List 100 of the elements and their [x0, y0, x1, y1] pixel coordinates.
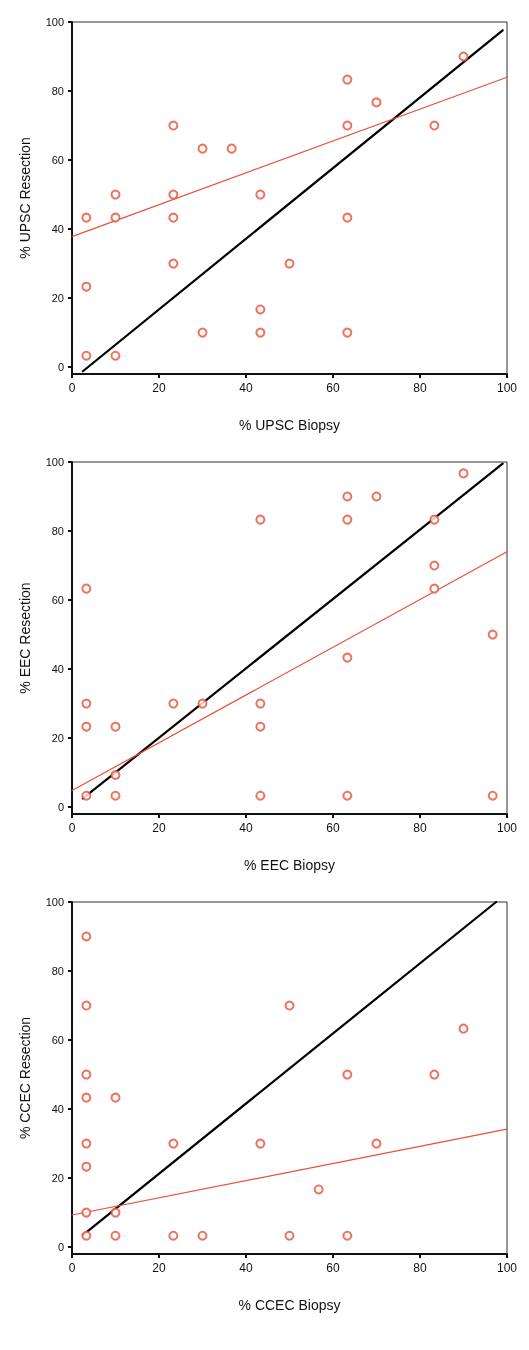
point: [110, 721, 121, 732]
point: [458, 51, 469, 62]
point: [487, 790, 498, 801]
point: [168, 1230, 179, 1241]
point: [110, 790, 121, 801]
point: [342, 1069, 353, 1080]
point: [371, 491, 382, 502]
point: [342, 790, 353, 801]
point: [284, 258, 295, 269]
y-tick-label: 0: [57, 361, 64, 374]
y-tick-label: 0: [57, 801, 64, 814]
point: [81, 1092, 92, 1103]
point: [342, 74, 353, 85]
point: [81, 350, 92, 361]
x-tick-label: 80: [413, 381, 427, 395]
x-tick-label: 40: [239, 381, 253, 395]
point: [110, 189, 121, 200]
x-axis-title: % UPSC Biopsy: [238, 417, 341, 433]
x-tick-label: 60: [326, 821, 340, 835]
y-tick-label: 60: [51, 1034, 64, 1047]
point: [429, 120, 440, 131]
point: [168, 698, 179, 709]
point: [487, 629, 498, 640]
point: [81, 698, 92, 709]
point: [197, 327, 208, 338]
point: [342, 514, 353, 525]
x-tick-label: 20: [152, 821, 166, 835]
point: [255, 189, 266, 200]
point: [255, 1138, 266, 1149]
y-tick-label: 20: [51, 732, 64, 745]
point: [342, 1230, 353, 1241]
point: [168, 120, 179, 131]
point: [197, 1230, 208, 1241]
point: [81, 1207, 92, 1218]
x-tick-label: 40: [239, 1261, 253, 1275]
y-tick-label: 100: [45, 456, 64, 468]
x-tick-label: 20: [152, 1261, 166, 1275]
point: [110, 350, 121, 361]
y-axis-title: % CCEC Resection: [17, 1016, 33, 1140]
y-tick-label: 0: [57, 1241, 64, 1254]
point: [81, 583, 92, 594]
point: [81, 281, 92, 292]
point: [81, 1000, 92, 1011]
point: [371, 1138, 382, 1149]
point: [168, 258, 179, 269]
point: [429, 514, 440, 525]
y-axis-title: % UPSC Resection: [17, 137, 33, 259]
point: [110, 1230, 121, 1241]
x-tick-label: 80: [413, 1261, 427, 1275]
point: [110, 770, 121, 780]
point: [255, 304, 266, 315]
x-tick-label: 0: [68, 821, 76, 835]
point: [284, 1000, 295, 1011]
point: [81, 212, 92, 223]
point: [81, 1230, 92, 1241]
point: [81, 1161, 92, 1172]
x-tick-label: 60: [326, 381, 340, 395]
point: [168, 1138, 179, 1149]
point: [168, 212, 179, 223]
point: [342, 212, 353, 223]
x-tick-label: 20: [152, 381, 166, 395]
point: [255, 327, 266, 338]
point: [342, 120, 353, 131]
point: [197, 698, 208, 709]
point: [81, 721, 92, 732]
y-tick-label: 40: [51, 1103, 64, 1116]
point: [458, 468, 469, 479]
x-tick-label: 100: [496, 381, 518, 395]
point: [342, 491, 353, 502]
x-tick-label: 40: [239, 821, 253, 835]
point: [313, 1184, 324, 1195]
point: [371, 97, 382, 108]
point: [458, 1023, 469, 1034]
y-tick-label: 40: [51, 223, 64, 236]
point: [110, 1207, 121, 1218]
point: [284, 1230, 295, 1241]
point: [255, 790, 266, 801]
x-axis-title: % CCEC Biopsy: [238, 1297, 341, 1313]
y-tick-label: 80: [51, 85, 64, 98]
point: [255, 698, 266, 709]
point: [429, 583, 440, 594]
y-tick-label: 80: [51, 525, 64, 538]
y-tick-label: 20: [51, 292, 64, 305]
y-tick-label: 20: [51, 1172, 64, 1185]
x-tick-label: 60: [326, 1261, 340, 1275]
y-tick-label: 100: [45, 16, 64, 28]
point: [81, 1069, 92, 1080]
x-tick-label: 100: [496, 1261, 518, 1275]
point: [226, 143, 237, 154]
point: [429, 1069, 440, 1080]
point: [81, 931, 92, 942]
point: [429, 560, 440, 571]
y-axis-title: % EEC Resection: [17, 582, 33, 694]
x-tick-label: 0: [68, 1261, 76, 1275]
y-tick-label: 60: [51, 154, 64, 167]
point: [255, 514, 266, 525]
x-tick-label: 80: [413, 821, 427, 835]
point: [342, 327, 353, 338]
point: [342, 652, 353, 663]
point: [255, 721, 266, 732]
